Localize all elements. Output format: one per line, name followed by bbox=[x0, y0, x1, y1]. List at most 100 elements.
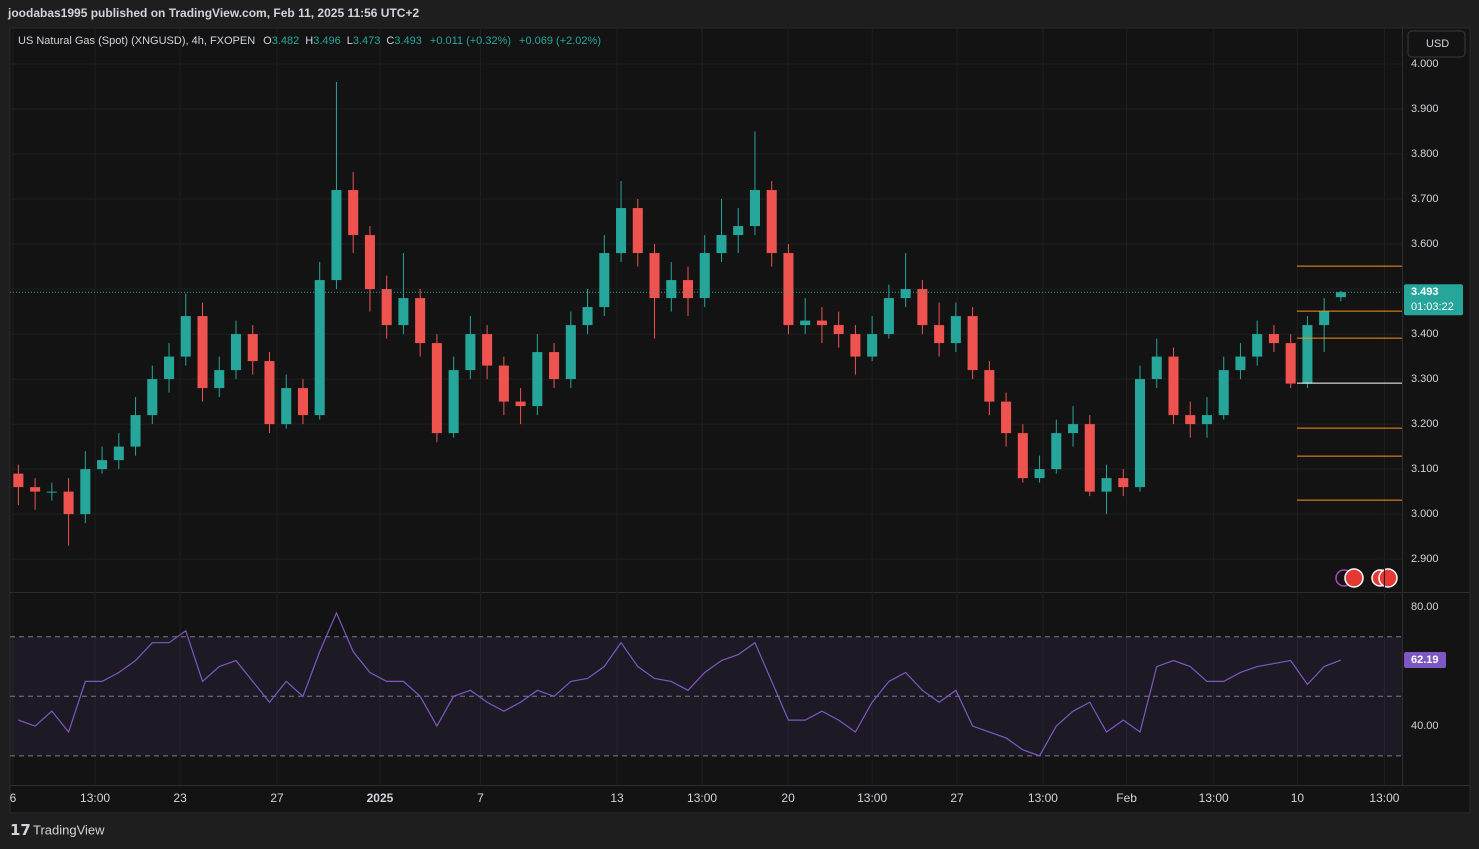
candle-body bbox=[180, 316, 191, 357]
legend-change: +0.011 (+0.32%) bbox=[430, 35, 511, 47]
published-note: joodabas1995 published on TradingView.co… bbox=[7, 6, 419, 20]
y-tick-label: 3.900 bbox=[1411, 103, 1439, 115]
brand-name: TradingView bbox=[33, 822, 105, 837]
rsi-line bbox=[18, 611, 1342, 757]
candle-body bbox=[733, 226, 744, 236]
candle-body bbox=[63, 491, 74, 515]
candle-body bbox=[448, 370, 459, 434]
y-tick-label: 40.00 bbox=[1411, 720, 1439, 732]
candle-body bbox=[1101, 478, 1112, 492]
candle-body bbox=[314, 280, 325, 416]
candle-body bbox=[331, 190, 342, 281]
candle-body bbox=[1001, 401, 1012, 434]
candle-body bbox=[682, 280, 694, 299]
candle-body bbox=[164, 356, 175, 380]
y-tick-label: 3.000 bbox=[1411, 508, 1439, 520]
y-tick-label: 2.900 bbox=[1411, 553, 1439, 565]
y-tick-label: 80.00 bbox=[1411, 601, 1439, 613]
candle-body bbox=[883, 298, 894, 335]
candle-body bbox=[800, 320, 811, 326]
brand-logo: 𝟭𝟳 bbox=[10, 822, 31, 839]
legend-ohlc-label: C bbox=[386, 35, 394, 47]
candle-body bbox=[281, 388, 292, 425]
y-tick-label: 3.200 bbox=[1411, 418, 1439, 430]
y-tick-label: 3.800 bbox=[1411, 148, 1439, 160]
y-tick-label: 4.000 bbox=[1411, 58, 1439, 70]
x-tick-label: 13:00 bbox=[1199, 791, 1229, 805]
candle-body bbox=[147, 379, 158, 416]
legend-ohlc-value: 3.496 bbox=[313, 35, 341, 47]
candle-body bbox=[1285, 343, 1296, 384]
candle-body bbox=[1168, 356, 1179, 416]
event-icons[interactable] bbox=[1335, 568, 1398, 588]
legend-ohlc-value: 3.493 bbox=[394, 35, 422, 47]
candle-body bbox=[532, 352, 543, 407]
candle-body bbox=[1068, 424, 1079, 434]
candle-body bbox=[766, 190, 777, 254]
candle-body bbox=[97, 460, 108, 470]
x-tick-label: 13:00 bbox=[80, 791, 110, 805]
candle-body bbox=[46, 491, 57, 493]
x-tick-label: 7 bbox=[477, 791, 484, 805]
candle-body bbox=[230, 334, 242, 371]
currency-button[interactable] bbox=[1407, 30, 1466, 58]
candle-body bbox=[699, 253, 710, 299]
candle-body bbox=[1335, 292, 1346, 298]
candle-body bbox=[197, 316, 208, 389]
candle-body bbox=[616, 208, 627, 254]
candle-body bbox=[247, 334, 258, 362]
y-tick-label: 3.100 bbox=[1411, 463, 1439, 475]
candle-body bbox=[482, 334, 493, 366]
rsi-badge bbox=[1404, 652, 1446, 669]
candle-body bbox=[1084, 424, 1095, 492]
candle-body bbox=[950, 316, 961, 344]
candle-body bbox=[917, 289, 928, 326]
y-tick-label: 3.600 bbox=[1411, 238, 1439, 250]
candle-body bbox=[1118, 478, 1129, 488]
candle-body bbox=[80, 469, 91, 515]
candle-body bbox=[498, 365, 509, 402]
candle-body bbox=[515, 401, 526, 407]
x-tick-label: 6 bbox=[10, 791, 17, 805]
candle-body bbox=[398, 298, 409, 326]
currency-label[interactable]: USD bbox=[1426, 38, 1449, 50]
legend-ohlc-label: L bbox=[347, 35, 353, 47]
candle-body bbox=[1051, 433, 1062, 470]
candle-body bbox=[783, 253, 794, 326]
legend-change: +0.069 (+2.02%) bbox=[519, 35, 601, 47]
candle-body bbox=[549, 352, 560, 380]
x-tick-label: 13:00 bbox=[1028, 791, 1058, 805]
candle-body bbox=[833, 325, 844, 335]
legend-title: US Natural Gas (Spot) (XNGUSD), 4h, FXOP… bbox=[18, 35, 255, 47]
legend-ohlc-value: 3.482 bbox=[272, 35, 300, 47]
candle-body bbox=[1268, 334, 1279, 344]
x-tick-label: Feb bbox=[1116, 791, 1137, 805]
candle-body bbox=[465, 334, 476, 371]
candle-body bbox=[1302, 325, 1313, 384]
candle-body bbox=[599, 253, 610, 308]
candle-body bbox=[415, 298, 426, 344]
candle-body bbox=[632, 208, 643, 254]
legend-ohlc-label: O bbox=[263, 35, 272, 47]
price-badge bbox=[1404, 284, 1463, 316]
candle-body bbox=[867, 334, 878, 357]
candle-body bbox=[431, 343, 442, 434]
x-tick-label: 13:00 bbox=[857, 791, 887, 805]
x-tick-label: 2025 bbox=[367, 791, 394, 805]
candle-body bbox=[297, 388, 308, 416]
candle-body bbox=[649, 253, 660, 299]
candle-body bbox=[214, 370, 225, 389]
candle-body bbox=[666, 280, 677, 299]
y-tick-label: 3.400 bbox=[1411, 328, 1439, 340]
price-badge-value: 3.493 bbox=[1411, 286, 1439, 298]
legend-ohlc-value: 3.473 bbox=[353, 35, 381, 47]
candle-body bbox=[1319, 311, 1330, 326]
candle-body bbox=[364, 235, 375, 290]
candle-body bbox=[1252, 334, 1263, 357]
candle-body bbox=[967, 316, 978, 371]
candle-body bbox=[850, 334, 861, 357]
candle-body bbox=[749, 190, 760, 227]
candle-body bbox=[1134, 379, 1146, 488]
candle-body bbox=[13, 473, 24, 488]
